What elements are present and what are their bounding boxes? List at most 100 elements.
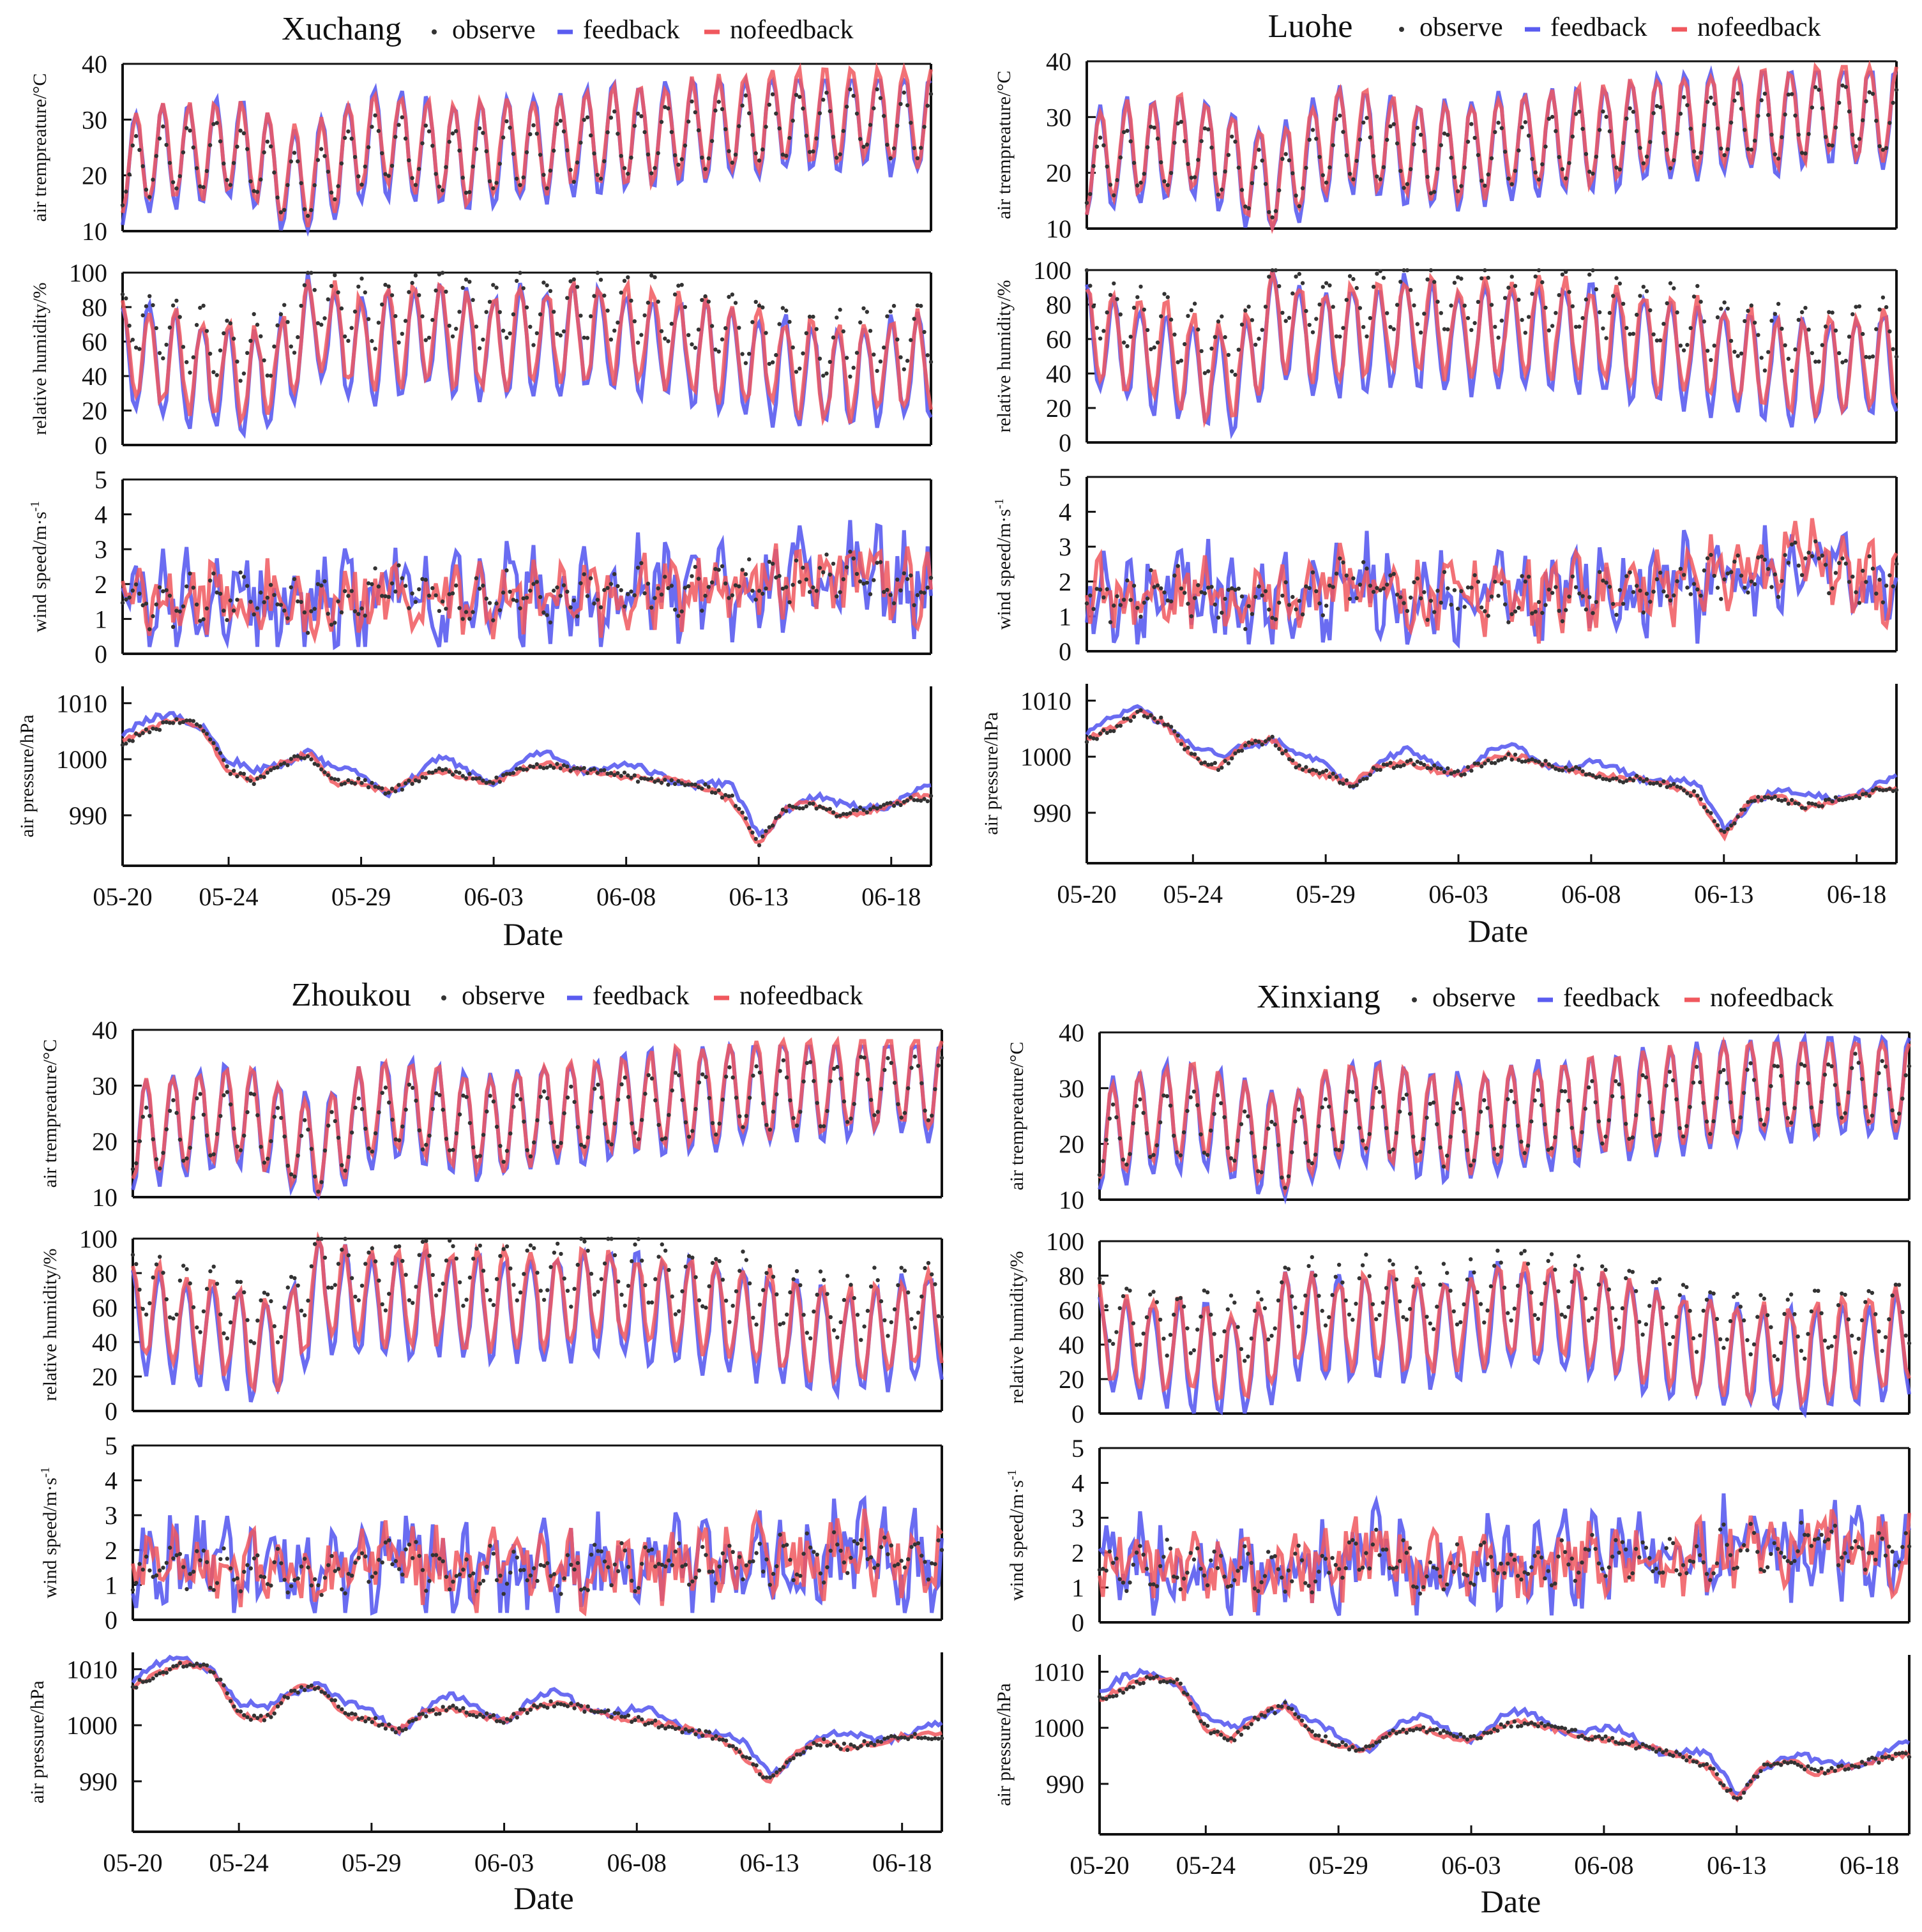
observe-point [1732, 1566, 1736, 1571]
observe-point [1681, 573, 1686, 577]
observe-point [1202, 126, 1207, 131]
observe-point [1688, 1308, 1692, 1313]
observe-point [1162, 1336, 1166, 1341]
series-nofeedback-line [1099, 1673, 1911, 1803]
observe-point [215, 373, 219, 377]
observe-point [1867, 554, 1872, 559]
observe-point [1404, 1730, 1409, 1735]
observe-point [497, 162, 502, 166]
observe-point [939, 1315, 944, 1320]
observe-point [1488, 1284, 1494, 1288]
observe-point [487, 601, 492, 605]
observe-point [707, 1730, 711, 1735]
observe-point [1159, 715, 1163, 720]
observe-point [1880, 788, 1886, 793]
observe-point [1134, 1550, 1139, 1555]
observe-point [1479, 276, 1484, 281]
observe-point [434, 1293, 439, 1298]
observe-point [498, 1573, 503, 1578]
observe-point [1409, 288, 1413, 292]
observe-point [1299, 1311, 1305, 1316]
observe-point [585, 594, 590, 598]
observe-point [667, 1558, 671, 1563]
observe-point [609, 1142, 614, 1147]
observe-point [723, 793, 728, 797]
observe-point [1186, 745, 1190, 750]
observe-point [1139, 180, 1143, 185]
observe-point [1493, 130, 1497, 134]
observe-point [343, 1168, 347, 1173]
observe-point [1313, 1579, 1318, 1584]
observe-point [1351, 1090, 1355, 1094]
observe-point [504, 1244, 510, 1249]
observe-point [1547, 328, 1551, 333]
observe-point [231, 336, 236, 341]
observe-point [1226, 153, 1231, 157]
observe-point [1462, 165, 1467, 170]
observe-point [1233, 751, 1237, 756]
legend-observe-marker [441, 995, 446, 1000]
observe-point [909, 1066, 914, 1070]
observe-point [1303, 1581, 1308, 1585]
observe-point [393, 135, 398, 139]
observe-point [329, 190, 334, 195]
observe-point [198, 1663, 202, 1668]
observe-point [1665, 147, 1669, 152]
observe-point [923, 1265, 927, 1271]
observe-point [259, 774, 263, 779]
observe-point [1496, 758, 1501, 763]
observe-point [589, 314, 593, 319]
observe-point [215, 746, 219, 751]
observe-point [1294, 765, 1298, 770]
observe-point [1189, 308, 1194, 313]
observe-point [1317, 1124, 1321, 1129]
observe-point [1611, 776, 1616, 781]
observe-point [1523, 331, 1527, 335]
observe-point [1199, 1315, 1203, 1319]
x-tick-label: 05-20 [103, 1848, 162, 1877]
observe-point [1412, 762, 1416, 767]
observe-point [633, 1131, 637, 1135]
observe-point [561, 763, 566, 767]
observe-point [646, 1301, 651, 1305]
observe-point [1128, 1152, 1132, 1156]
observe-point [706, 156, 711, 161]
observe-point [359, 183, 364, 187]
observe-point [275, 1340, 280, 1345]
observe-point [1775, 1357, 1780, 1362]
observe-point [322, 1576, 328, 1580]
observe-point [1847, 335, 1852, 339]
observe-point [407, 1719, 412, 1724]
observe-point [414, 1098, 418, 1103]
observe-point [1772, 1354, 1776, 1359]
observe-point [1209, 1312, 1213, 1317]
observe-point [828, 359, 833, 364]
observe-point [1624, 778, 1629, 783]
observe-point [582, 1586, 587, 1590]
observe-point [1493, 761, 1497, 766]
observe-point [751, 1073, 755, 1078]
observe-point [191, 355, 195, 359]
observe-point [1850, 1546, 1854, 1550]
observe-point [926, 1577, 931, 1581]
observe-point [1411, 1728, 1416, 1733]
observe-point [663, 778, 667, 782]
observe-point [303, 1557, 307, 1561]
observe-point [743, 361, 748, 365]
observe-point [1262, 1714, 1267, 1718]
y-tick-label: 60 [1059, 1296, 1084, 1325]
observe-point [222, 1331, 226, 1336]
observe-point [1091, 163, 1096, 169]
observe-point [266, 1156, 270, 1161]
observe-point [677, 1073, 681, 1078]
observe-point [1536, 1088, 1540, 1092]
observe-point [1239, 594, 1245, 599]
observe-point [1269, 1707, 1274, 1711]
observe-point [497, 608, 502, 612]
observe-point [285, 616, 290, 621]
observe-point [211, 741, 216, 746]
observe-point [1512, 1100, 1517, 1105]
observe-point [653, 1718, 658, 1723]
series-nofeedback-line [131, 1231, 944, 1394]
